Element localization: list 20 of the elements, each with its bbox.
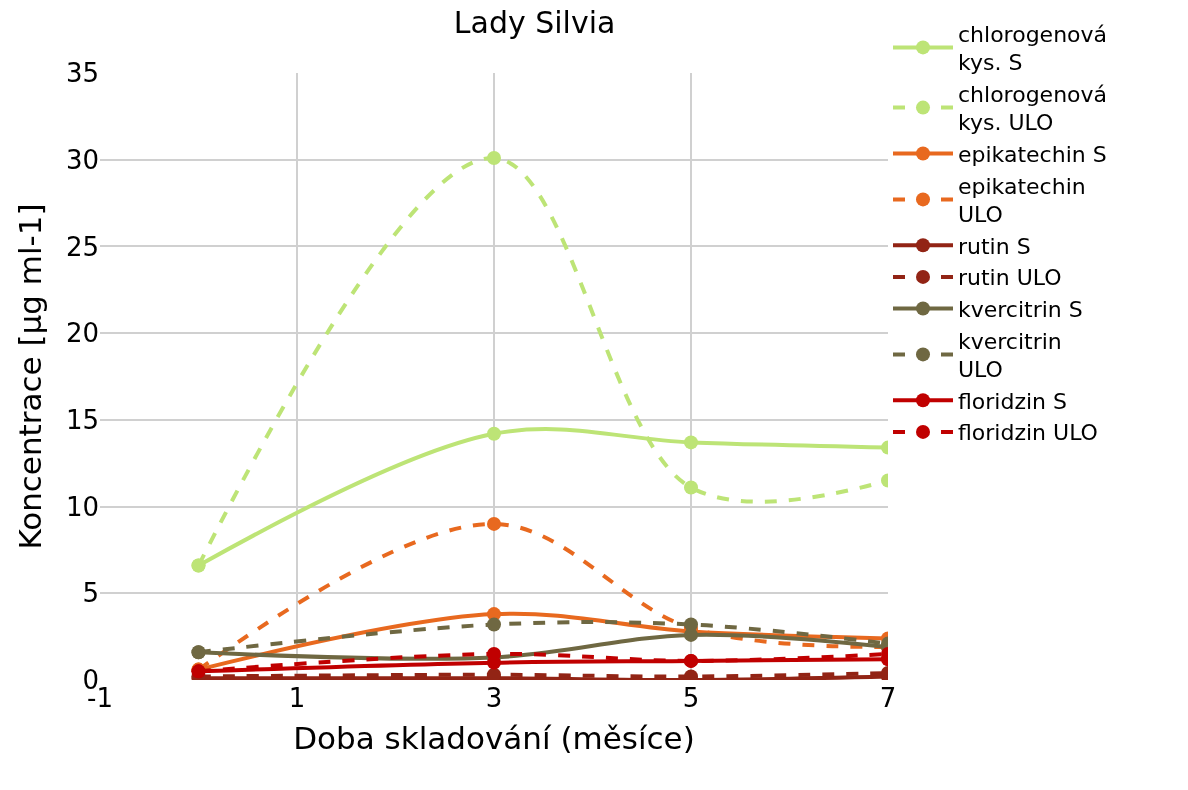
- x-tick-label: 1: [288, 683, 306, 713]
- y-axis-title: Koncentrace [µg ml-1]: [11, 203, 48, 550]
- y-tick-label: 10: [65, 491, 99, 522]
- x-tick-label: 3: [485, 683, 503, 713]
- chart-title: Lady Silvia: [453, 4, 616, 40]
- legend-label: floridzin S: [958, 388, 1068, 414]
- legend-label: rutin ULO: [958, 265, 1062, 291]
- legend-label: epikatechin S: [958, 142, 1107, 168]
- legend-label: kvercitrin S: [958, 297, 1083, 323]
- x-axis-title: Doba skladování (měsíce): [293, 720, 695, 757]
- legend-label: floridzin ULO: [958, 420, 1098, 446]
- x-tick-label: 7: [879, 683, 897, 713]
- y-tick-label: 25: [65, 231, 99, 262]
- y-tick-label: 5: [82, 578, 99, 609]
- y-tick-label: 35: [65, 58, 99, 89]
- y-tick-label: 20: [65, 318, 99, 349]
- y-tick-label: 15: [65, 404, 99, 435]
- x-tick-label: 5: [682, 683, 700, 713]
- legend-label: rutin S: [958, 233, 1031, 259]
- y-tick-label: 30: [65, 144, 99, 175]
